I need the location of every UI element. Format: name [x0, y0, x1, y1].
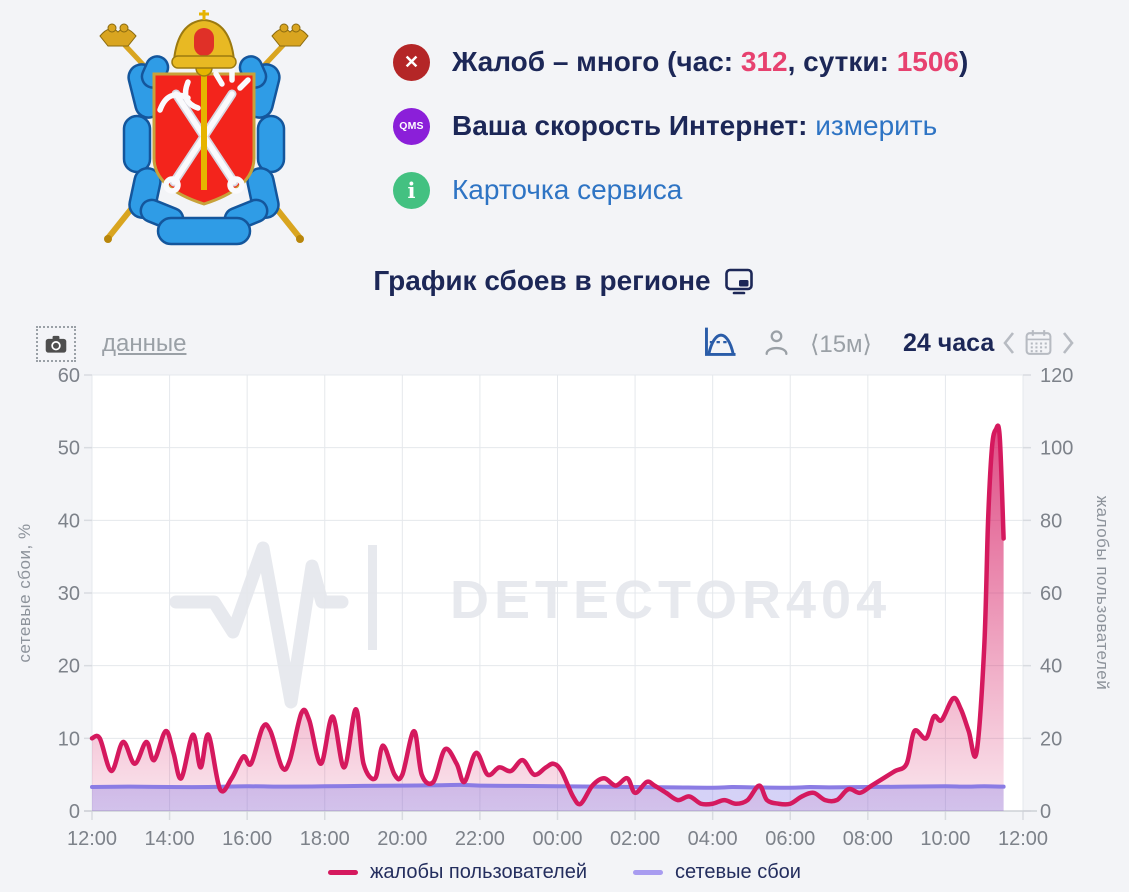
- left-tick-label: 50: [58, 438, 80, 460]
- x-tick-label: 04:00: [688, 828, 738, 850]
- right-tick-label: 0: [1040, 801, 1051, 823]
- chart-legend: жалобы пользователей сетевые сбои: [0, 861, 1129, 884]
- outage-chart[interactable]: DETECTOR404 12:00 14:00 16:00 18:00 20:00 22:0…: [0, 350, 1129, 880]
- right-tick-label: 100: [1040, 438, 1073, 460]
- x-tick-label: 02:00: [610, 828, 660, 850]
- service-card-text: Карточка сервиса: [452, 174, 682, 206]
- chevron-left-icon[interactable]: [1002, 328, 1016, 358]
- screenshot-button[interactable]: [36, 326, 76, 362]
- status-list: ✕ Жалоб – много (час: 312, сутки: 1506) …: [393, 43, 968, 209]
- x-tick-label: 14:00: [145, 828, 195, 850]
- failures-line: [90, 782, 1006, 790]
- distribution-toggle[interactable]: [702, 324, 740, 363]
- chevron-right-icon[interactable]: [1061, 328, 1075, 358]
- distribution-icon: [705, 327, 736, 356]
- left-tick-label: 40: [58, 510, 80, 532]
- speedtest-text: Ваша скорость Интернет: измерить: [452, 110, 938, 141]
- camera-icon: [45, 335, 67, 353]
- x-tick-label: 18:00: [300, 828, 350, 850]
- x-glyph: ✕: [403, 51, 420, 72]
- right-axis-title: жалобы пользователей: [1093, 496, 1112, 690]
- complaints-hour-count: 312: [740, 46, 788, 77]
- data-link[interactable]: данные: [102, 330, 187, 357]
- coat-of-arms: [99, 10, 309, 246]
- x-tick-label: 20:00: [377, 828, 427, 850]
- crown: [171, 10, 237, 69]
- complaints-day-count: 1506: [896, 46, 960, 77]
- watermark: [169, 541, 377, 709]
- right-tick-label: 40: [1040, 656, 1062, 678]
- calendar-icon[interactable]: [1023, 327, 1054, 358]
- x-tick-label: 00:00: [532, 828, 582, 850]
- x-tick-label: 08:00: [843, 828, 893, 850]
- legend-label-complaints: жалобы пользователей: [370, 861, 588, 883]
- measure-speed-link[interactable]: измерить: [815, 110, 938, 141]
- info-icon: i: [393, 171, 430, 209]
- person-icon: [765, 330, 788, 356]
- qms-icon: QMS: [393, 107, 430, 145]
- left-tick-label: 60: [58, 365, 80, 387]
- monitor-icon: [724, 268, 753, 295]
- x-tick-label: 22:00: [455, 828, 505, 850]
- x-tick-label: 12:00: [998, 828, 1048, 850]
- status-row-service-card: i Карточка сервиса: [393, 171, 968, 209]
- chart-title: График сбоев в регионе: [373, 265, 711, 296]
- complaints-line: [89, 423, 1006, 807]
- x-tick-label: 06:00: [765, 828, 815, 850]
- right-tick-label: 120: [1040, 365, 1073, 387]
- error-icon: ✕: [393, 43, 430, 81]
- chart-title-row: График сбоев в регионе: [0, 265, 1129, 297]
- complaints-text: Жалоб – много (час: 312, сутки: 1506): [452, 46, 969, 77]
- service-card-link[interactable]: Карточка сервиса: [452, 174, 683, 205]
- user-toggle[interactable]: [763, 328, 790, 362]
- right-tick-label: 20: [1040, 728, 1062, 750]
- watermark-text: DETECTOR404: [450, 570, 891, 630]
- legend-swatch-failures: [633, 870, 664, 875]
- right-tick-label: 80: [1040, 510, 1062, 532]
- interval-selector[interactable]: ⟨15м⟩: [810, 331, 872, 358]
- time-range-selector[interactable]: 24 часа: [903, 329, 995, 357]
- date-navigation: [1002, 327, 1075, 358]
- left-tick-label: 30: [58, 583, 80, 605]
- legend-item-complaints: жалобы пользователей: [328, 861, 587, 884]
- x-tick-label: 12:00: [67, 828, 117, 850]
- complaints-area: [92, 425, 1004, 811]
- left-tick-label: 10: [58, 728, 80, 750]
- status-row-complaints: ✕ Жалоб – много (час: 312, сутки: 1506): [393, 43, 968, 81]
- right-tick-label: 60: [1040, 583, 1062, 605]
- x-tick-label: 16:00: [222, 828, 272, 850]
- legend-item-failures: сетевые сбои: [633, 861, 801, 884]
- left-tick-label: 20: [58, 656, 80, 678]
- legend-label-failures: сетевые сбои: [675, 861, 801, 883]
- left-axis-title: сетевые сбои, %: [15, 523, 34, 662]
- left-tick-label: 0: [69, 801, 80, 823]
- eagle-icon: [99, 23, 309, 47]
- legend-swatch-complaints: [328, 870, 358, 875]
- status-row-speedtest: QMS Ваша скорость Интернет: измерить: [393, 107, 968, 145]
- x-tick-label: 10:00: [920, 828, 970, 850]
